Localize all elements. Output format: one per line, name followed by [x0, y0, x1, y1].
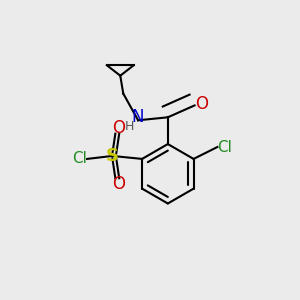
Text: O: O [196, 95, 208, 113]
Text: S: S [106, 147, 119, 165]
Text: H: H [125, 120, 134, 133]
Text: O: O [112, 175, 125, 193]
Text: Cl: Cl [72, 152, 87, 166]
Text: Cl: Cl [217, 140, 232, 154]
Text: N: N [132, 108, 144, 126]
Text: O: O [112, 119, 125, 137]
